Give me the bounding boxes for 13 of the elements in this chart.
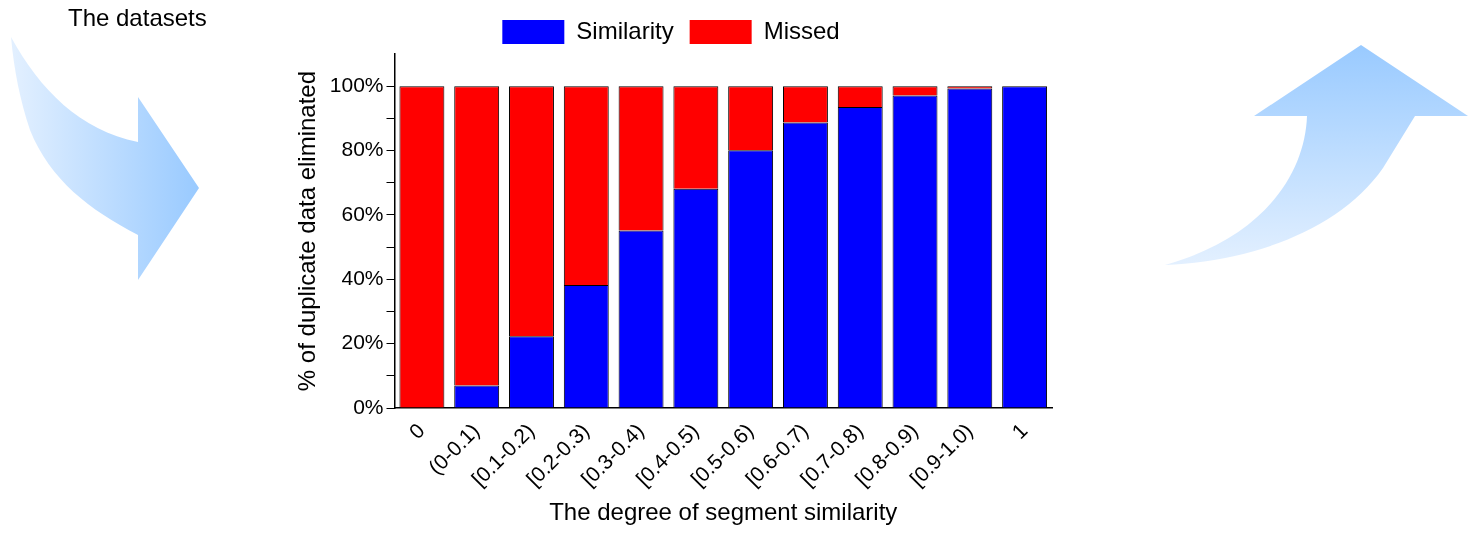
y-axis-title: % of duplicate data eliminated — [293, 70, 321, 392]
legend-label: Missed — [763, 16, 840, 44]
x-axis-title: The degree of segment similarity — [549, 498, 898, 526]
y-tick-label: 60% — [341, 201, 384, 225]
y-tick-label: 80% — [341, 137, 384, 161]
y-tick-label: 0% — [353, 394, 384, 418]
y-tick-label: 40% — [341, 266, 384, 290]
x-tick-label: 1 — [1007, 418, 1032, 444]
text: The datasets — [68, 4, 207, 32]
y-tick-label: 20% — [341, 330, 384, 354]
x-tick-label: 0 — [404, 418, 429, 444]
y-tick-label: 100% — [329, 72, 384, 96]
legend-label: Similarity — [576, 16, 674, 44]
